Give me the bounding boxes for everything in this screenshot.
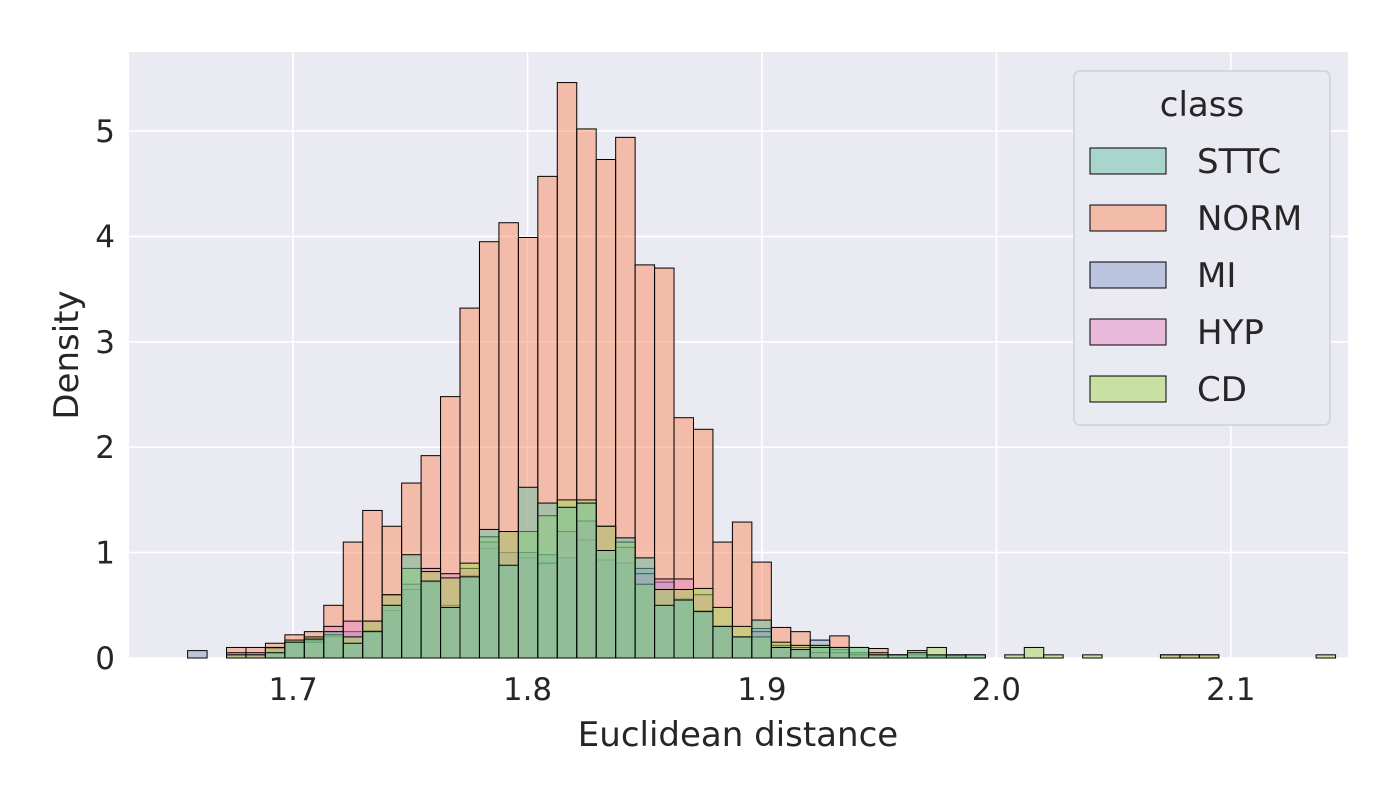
- bar-cd: [1082, 654, 1103, 659]
- bar-cd: [1023, 646, 1045, 659]
- legend-item-mi: MI: [1089, 256, 1236, 296]
- legend-swatch: [1089, 261, 1167, 289]
- y-tick-label: 5: [95, 114, 115, 150]
- bar-sttc: [478, 528, 500, 659]
- bar-sttc: [868, 654, 889, 659]
- bar-mi: [187, 650, 208, 659]
- legend-item-sttc: STTC: [1089, 142, 1281, 182]
- bar-sttc: [790, 649, 811, 659]
- bar-sttc: [751, 619, 772, 659]
- x-tick-label: 1.7: [268, 672, 317, 708]
- bar-sttc: [420, 580, 442, 659]
- bar-sttc: [692, 611, 714, 659]
- series-sttc: [264, 486, 986, 659]
- bar-cd: [1004, 654, 1025, 659]
- legend-label: NORM: [1197, 199, 1302, 239]
- bar-sttc: [809, 646, 831, 659]
- bar-sttc: [303, 638, 325, 659]
- bar-sttc: [634, 557, 656, 659]
- bar-sttc: [848, 646, 870, 659]
- x-tick-label: 1.8: [503, 672, 552, 708]
- legend-label: STTC: [1197, 142, 1281, 182]
- x-tick-label: 2.0: [972, 672, 1021, 708]
- bar-sttc: [284, 641, 305, 659]
- bar-sttc: [517, 486, 539, 659]
- bar-sttc: [731, 636, 753, 659]
- bar-sttc: [576, 502, 597, 659]
- y-tick-label: 2: [95, 430, 115, 466]
- y-tick-label: 3: [95, 325, 115, 361]
- bar-sttc: [829, 646, 850, 659]
- bar-sttc: [673, 599, 694, 659]
- x-tick-label: 1.9: [737, 672, 786, 708]
- legend-title: class: [1160, 85, 1244, 125]
- bar-sttc: [264, 652, 286, 659]
- bar-sttc: [381, 604, 403, 659]
- y-tick-label: 1: [95, 536, 115, 572]
- bar-cd: [226, 654, 247, 659]
- bar-sttc: [401, 554, 422, 659]
- bar-sttc: [459, 576, 480, 659]
- legend-swatch: [1089, 375, 1167, 403]
- legend-label: HYP: [1197, 313, 1264, 353]
- x-axis-title: Euclidean distance: [578, 715, 898, 755]
- bar-sttc: [362, 631, 383, 659]
- legend-item-cd: CD: [1089, 370, 1247, 410]
- bar-sttc: [342, 642, 364, 659]
- bar-sttc: [712, 625, 733, 659]
- x-tick-label: 2.1: [1206, 672, 1255, 708]
- bar-sttc: [926, 654, 947, 659]
- legend-swatch: [1089, 204, 1167, 232]
- bar-sttc: [595, 550, 617, 659]
- bar-sttc: [887, 654, 909, 659]
- y-tick-label: 4: [95, 219, 115, 255]
- legend-swatch: [1089, 147, 1167, 175]
- bar-sttc: [907, 652, 928, 659]
- histogram-bars: [187, 82, 1337, 659]
- bar-sttc: [537, 502, 558, 659]
- legend-item-norm: NORM: [1089, 199, 1302, 239]
- bar-cd: [245, 654, 266, 659]
- bar-cd: [1198, 654, 1220, 659]
- bar-sttc: [323, 631, 344, 659]
- y-tick-label: 0: [95, 641, 115, 677]
- bar-sttc: [556, 506, 578, 659]
- bar-sttc: [965, 654, 986, 659]
- bar-cd: [1043, 654, 1064, 659]
- bar-sttc: [498, 564, 519, 659]
- bar-sttc: [440, 606, 461, 659]
- legend: class STTC NORM MI HYP CD: [1073, 70, 1331, 426]
- legend-label: MI: [1197, 256, 1236, 296]
- bar-sttc: [615, 537, 636, 659]
- bar-cd: [1315, 654, 1337, 659]
- bar-sttc: [945, 654, 967, 659]
- bar-sttc: [770, 646, 792, 659]
- bar-cd: [1159, 654, 1181, 659]
- y-axis-title: Density: [47, 290, 87, 419]
- bar-sttc: [654, 604, 675, 659]
- y-axis-ticks: 0 1 2 3 4 5: [95, 114, 115, 677]
- legend-label: CD: [1197, 370, 1247, 410]
- x-axis-ticks: 1.7 1.8 1.9 2.0 2.1: [268, 672, 1255, 708]
- legend-swatch: [1089, 318, 1167, 346]
- bar-cd: [1179, 654, 1200, 659]
- legend-item-hyp: HYP: [1089, 313, 1264, 353]
